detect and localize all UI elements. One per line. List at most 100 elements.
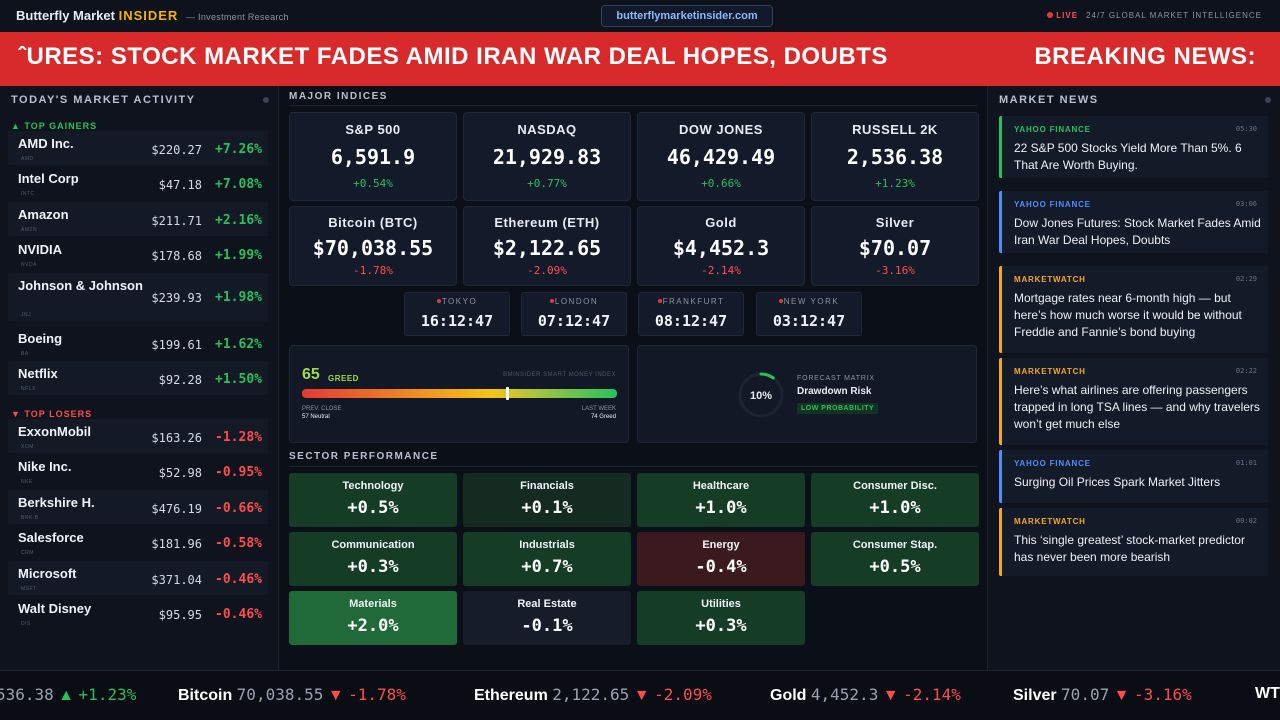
stock-price: $178.68 <box>151 249 202 263</box>
sector-real-estate[interactable]: Real Estate -0.1% <box>463 591 631 645</box>
index-change: -2.14% <box>701 264 741 277</box>
ticker-item[interactable]: Gold 4,452.3 ▼ -2.14% <box>770 685 961 705</box>
ticker-item[interactable]: Bitcoin 70,038.55 ▼ -1.78% <box>178 685 406 705</box>
index-name: Silver <box>875 215 915 230</box>
sector-energy[interactable]: Energy -0.4% <box>637 532 805 586</box>
news-item[interactable]: MARKETWATCH 02:22 Here’s what airlines are… <box>999 358 1268 445</box>
stock-price: $220.27 <box>151 143 202 157</box>
news-time: 02:22 <box>1235 367 1257 375</box>
index-card-silver[interactable]: Silver $70.07 -3.16% <box>811 206 979 286</box>
ticker-item[interactable]: Silver 70.07 ▼ -3.16% <box>1013 685 1192 705</box>
stock-ticker: BA <box>21 351 29 357</box>
ticker-change: -2.09% <box>654 685 712 704</box>
sentiment-gauge[interactable]: 65 GREED BMINSIDER SMART MONEY INDEX PRE… <box>289 345 629 443</box>
clock-city: TOKYO <box>405 297 509 306</box>
news-item[interactable]: YAHOO FINANCE 05:30 22 S&P 500 Stocks Yiel… <box>999 116 1268 178</box>
arrow-down-icon: ▼ <box>1113 687 1130 704</box>
stock-row-nvda[interactable]: NVIDIA NVDA $178.68 +1.99% <box>8 237 268 271</box>
sector-communication[interactable]: Communication +0.3% <box>289 532 457 586</box>
market-news-title: MARKET NEWS <box>999 94 1099 106</box>
news-item[interactable]: MARKETWATCH 02:29 Mortgage rates near 6-mo… <box>999 266 1268 353</box>
news-time: 05:30 <box>1235 125 1257 133</box>
sector-name: Financials <box>520 480 574 492</box>
news-item[interactable]: YAHOO FINANCE 01:01 Surging Oil Prices Spa… <box>999 450 1268 503</box>
stock-row-nke[interactable]: Nike Inc. NKE $52.98 -0.95% <box>8 454 268 488</box>
stock-change: -1.28% <box>215 430 262 445</box>
ticker-name: Silver <box>1013 687 1057 704</box>
sector-value: +0.7% <box>521 557 573 577</box>
sector-healthcare[interactable]: Healthcare +1.0% <box>637 473 805 527</box>
arrow-down-icon: ▼ <box>633 687 650 704</box>
index-card-dow-jones[interactable]: DOW JONES 46,429.49 +0.66% <box>637 112 805 201</box>
index-value: 2,536.38 <box>846 145 944 169</box>
stock-row-amzn[interactable]: Amazon AMZN $211.71 +2.16% <box>8 202 268 236</box>
market-news-panel: MARKET NEWS YAHOO FINANCE 05:30 22 S&P 500… <box>987 86 1280 670</box>
stock-name: Nike Inc. <box>18 459 72 474</box>
sector-value: -0.4% <box>695 557 747 577</box>
sector-materials[interactable]: Materials +2.0% <box>289 591 457 645</box>
stock-row-dis[interactable]: Walt Disney DIS $95.95 -0.46% <box>8 596 268 630</box>
index-card-nasdaq[interactable]: NASDAQ 21,929.83 +0.77% <box>463 112 631 201</box>
stock-name: Microsoft <box>18 566 77 581</box>
stock-row-crm[interactable]: Salesforce CRM $181.96 -0.58% <box>8 525 268 559</box>
sector-consumer-stap[interactable]: Consumer Stap. +0.5% <box>811 532 979 586</box>
ticker-change: -3.16% <box>1133 685 1192 704</box>
stock-row-xom[interactable]: ExxonMobil XOM $163.26 -1.28% <box>8 419 268 453</box>
clock-frankfurt: FRANKFURT 08:12:47 <box>638 292 744 336</box>
stock-row-ba[interactable]: Boeing BA $199.61 +1.62% <box>8 326 268 360</box>
stock-ticker: BRK.B <box>21 515 39 521</box>
index-change: -1.78% <box>353 264 393 277</box>
prev-close-label: PREV. CLOSE <box>302 406 342 412</box>
forecast-card[interactable]: 10% FORECAST MATRIX Drawdown Risk LOW PR… <box>637 345 977 443</box>
stock-change: +1.50% <box>215 372 262 387</box>
sector-utilities[interactable]: Utilities +0.3% <box>637 591 805 645</box>
index-card-s-p-500[interactable]: S&P 500 6,591.9 +0.54% <box>289 112 457 201</box>
stock-row-amd[interactable]: AMD Inc. AMD $220.27 +7.26% <box>8 131 268 165</box>
news-source: YAHOO FINANCE <box>1014 125 1091 134</box>
ticker-item[interactable]: Ethereum 2,122.65 ▼ -2.09% <box>474 685 712 705</box>
sector-name: Materials <box>349 598 397 610</box>
ticker-item[interactable]: WTI <box>1255 685 1280 703</box>
stock-ticker: XOM <box>21 444 34 450</box>
news-source: MARKETWATCH <box>1014 367 1086 376</box>
stock-row-nflx[interactable]: Netflix NFLX $92.28 +1.50% <box>8 361 268 395</box>
stock-change: +2.16% <box>215 213 262 228</box>
breaking-headline: ˆURES: STOCK MARKET FADES AMID IRAN WAR … <box>18 43 888 70</box>
panel-status-dot-icon <box>1265 97 1271 103</box>
index-card-ethereum-eth[interactable]: Ethereum (ETH) $2,122.65 -2.09% <box>463 206 631 286</box>
stock-row-intc[interactable]: Intel Corp INTC $47.18 +7.08% <box>8 166 268 200</box>
arrow-down-icon: ▼ <box>327 687 344 704</box>
index-value: $2,122.65 <box>492 236 602 260</box>
clock-time: 08:12:47 <box>654 312 728 330</box>
news-item[interactable]: MARKETWATCH 00:02 This ‘single greatest’ s… <box>999 508 1268 576</box>
index-change: +1.23% <box>875 177 915 190</box>
site-url-link[interactable]: butterflymarketinsider.com <box>601 5 773 27</box>
drawdown-percent: 10% <box>749 390 773 402</box>
ticker-name: WTI <box>1255 685 1280 702</box>
sector-financials[interactable]: Financials +0.1% <box>463 473 631 527</box>
stock-price: $47.18 <box>158 178 202 192</box>
panel-status-dot-icon <box>263 97 269 103</box>
index-card-bitcoin-btc[interactable]: Bitcoin (BTC) $70,038.55 -1.78% <box>289 206 457 286</box>
brand-logo[interactable]: Butterfly Market INSIDER — Investment Re… <box>16 8 289 23</box>
stock-row-msft[interactable]: Microsoft MSFT $371.04 -0.46% <box>8 561 268 595</box>
sector-technology[interactable]: Technology +0.5% <box>289 473 457 527</box>
news-item[interactable]: YAHOO FINANCE 03:06 Dow Jones Futures: Sto… <box>999 191 1268 253</box>
sector-performance-title: SECTOR PERFORMANCE <box>289 451 439 462</box>
arrow-up-icon: ▲ <box>58 687 75 704</box>
clock-dot-icon <box>436 299 441 303</box>
sector-industrials[interactable]: Industrials +0.7% <box>463 532 631 586</box>
ticker-change: -1.78% <box>348 685 406 704</box>
stock-row-brk-b[interactable]: Berkshire H. BRK.B $476.19 -0.66% <box>8 490 268 524</box>
top-bar: Butterfly Market INSIDER — Investment Re… <box>0 0 1280 32</box>
index-card-russell-2k[interactable]: RUSSELL 2K 2,536.38 +1.23% <box>811 112 979 201</box>
stock-row-jnj[interactable]: Johnson & Johnson JNJ $239.93 +1.98% <box>8 273 268 321</box>
index-name: Gold <box>705 215 737 230</box>
stock-price: $371.04 <box>151 573 202 587</box>
sector-consumer-disc[interactable]: Consumer Disc. +1.0% <box>811 473 979 527</box>
index-card-gold[interactable]: Gold $4,452.3 -2.14% <box>637 206 805 286</box>
stock-change: -0.46% <box>215 572 262 587</box>
stock-ticker: NFLX <box>21 386 36 392</box>
breaking-news-banner[interactable]: ˆURES: STOCK MARKET FADES AMID IRAN WAR … <box>0 32 1280 86</box>
ticker-item[interactable]: 536.38 ▲ +1.23% <box>0 685 136 705</box>
